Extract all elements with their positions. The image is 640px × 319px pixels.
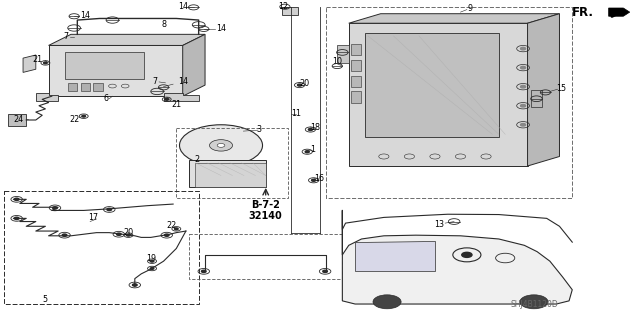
Polygon shape bbox=[342, 211, 572, 304]
Text: 6: 6 bbox=[104, 94, 109, 103]
Circle shape bbox=[298, 84, 301, 86]
Text: 14: 14 bbox=[178, 2, 188, 11]
Circle shape bbox=[82, 115, 86, 117]
Polygon shape bbox=[355, 241, 435, 271]
Text: 20: 20 bbox=[124, 227, 134, 236]
Polygon shape bbox=[164, 93, 198, 101]
Circle shape bbox=[14, 198, 19, 200]
Circle shape bbox=[308, 129, 312, 130]
Polygon shape bbox=[365, 33, 499, 137]
Polygon shape bbox=[49, 45, 182, 96]
Text: 16: 16 bbox=[314, 174, 324, 182]
Text: 21: 21 bbox=[33, 55, 43, 64]
Bar bbox=[531, 90, 542, 107]
Circle shape bbox=[150, 268, 154, 269]
Circle shape bbox=[520, 295, 548, 309]
Text: 12: 12 bbox=[278, 2, 289, 11]
Text: 14: 14 bbox=[178, 78, 188, 86]
Circle shape bbox=[312, 179, 316, 181]
Text: 15: 15 bbox=[556, 84, 566, 93]
Circle shape bbox=[150, 260, 154, 262]
Text: B-7-2
32140: B-7-2 32140 bbox=[249, 200, 283, 221]
Text: 22: 22 bbox=[166, 221, 177, 230]
Circle shape bbox=[52, 207, 57, 209]
Polygon shape bbox=[349, 14, 559, 23]
Bar bbox=[351, 76, 361, 87]
Polygon shape bbox=[182, 34, 205, 96]
Bar bbox=[351, 44, 361, 55]
Polygon shape bbox=[23, 55, 36, 72]
Text: 2: 2 bbox=[195, 154, 200, 164]
Bar bbox=[337, 45, 349, 63]
Circle shape bbox=[202, 270, 206, 272]
Circle shape bbox=[132, 284, 137, 286]
Circle shape bbox=[164, 234, 169, 236]
Bar bbox=[93, 83, 103, 91]
Circle shape bbox=[373, 295, 401, 309]
Bar bbox=[351, 92, 361, 102]
Bar bbox=[351, 60, 361, 71]
Text: 18: 18 bbox=[310, 123, 321, 132]
Bar bbox=[81, 83, 90, 91]
Polygon shape bbox=[609, 8, 630, 16]
Polygon shape bbox=[527, 14, 559, 166]
Bar bbox=[8, 114, 26, 126]
Text: 3: 3 bbox=[256, 125, 261, 134]
Circle shape bbox=[209, 140, 232, 151]
Circle shape bbox=[462, 252, 472, 257]
FancyBboxPatch shape bbox=[195, 163, 266, 187]
Text: 22: 22 bbox=[69, 115, 79, 123]
Polygon shape bbox=[49, 34, 205, 45]
Text: 14: 14 bbox=[216, 25, 226, 33]
Text: 11: 11 bbox=[291, 109, 301, 118]
Circle shape bbox=[107, 208, 111, 211]
Text: FR.: FR. bbox=[572, 6, 595, 19]
FancyBboxPatch shape bbox=[189, 160, 266, 187]
Circle shape bbox=[62, 234, 67, 236]
Circle shape bbox=[520, 104, 525, 107]
Circle shape bbox=[323, 270, 328, 272]
Circle shape bbox=[520, 47, 525, 50]
Circle shape bbox=[217, 144, 225, 147]
Circle shape bbox=[44, 62, 47, 64]
Circle shape bbox=[520, 66, 525, 69]
Polygon shape bbox=[349, 23, 527, 166]
Text: 5: 5 bbox=[43, 295, 48, 304]
Bar bbox=[282, 7, 298, 15]
Text: 19: 19 bbox=[146, 254, 156, 263]
Text: 9: 9 bbox=[467, 4, 472, 13]
Text: 20: 20 bbox=[300, 79, 310, 88]
Text: 24: 24 bbox=[13, 115, 24, 123]
Text: 7: 7 bbox=[153, 78, 158, 86]
Bar bbox=[68, 83, 77, 91]
Text: 13: 13 bbox=[434, 220, 444, 229]
Text: 7: 7 bbox=[63, 32, 68, 41]
Circle shape bbox=[165, 99, 168, 100]
Text: 1: 1 bbox=[310, 145, 315, 154]
Polygon shape bbox=[36, 93, 58, 101]
Text: SHJ4B1120D: SHJ4B1120D bbox=[510, 300, 558, 308]
Circle shape bbox=[179, 125, 262, 166]
Circle shape bbox=[127, 234, 130, 236]
Circle shape bbox=[175, 228, 178, 230]
Circle shape bbox=[520, 123, 525, 126]
Text: 10: 10 bbox=[332, 57, 342, 66]
Circle shape bbox=[520, 85, 525, 88]
Circle shape bbox=[305, 151, 309, 153]
Circle shape bbox=[14, 217, 19, 219]
Text: 14: 14 bbox=[80, 11, 90, 20]
Text: 8: 8 bbox=[161, 20, 166, 29]
Polygon shape bbox=[65, 52, 145, 79]
Circle shape bbox=[116, 233, 121, 235]
Text: 17: 17 bbox=[88, 213, 99, 222]
Text: 21: 21 bbox=[172, 100, 181, 109]
